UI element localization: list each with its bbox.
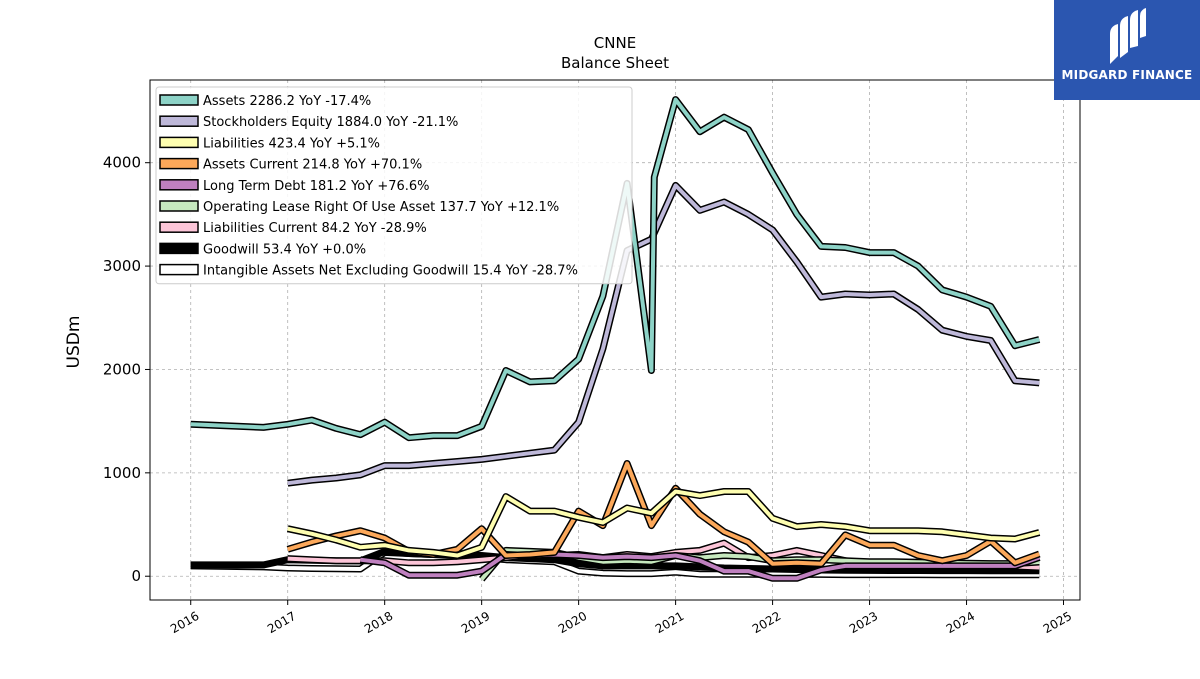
plot-frame — [149, 79, 1081, 601]
legend-label: Intangible Assets Net Excluding Goodwill… — [203, 264, 578, 279]
legend-entry: Liabilities 423.4 YoY +5.1% — [159, 136, 380, 151]
y-tick-label: 1000 — [103, 464, 141, 482]
legend-entry: Intangible Assets Net Excluding Goodwill… — [159, 263, 578, 279]
series-goodwill — [190, 547, 1040, 575]
legend-entry: Stockholders Equity 1884.0 YoY -21.1% — [159, 115, 458, 130]
legend-swatch — [159, 179, 199, 191]
series-line — [360, 552, 1040, 581]
legend: Assets 2286.2 YoY -17.4% Stockholders Equ… — [155, 86, 633, 285]
legend-entry: Liabilities Current 84.2 YoY -28.9% — [159, 221, 427, 236]
legend-label: Assets Current 214.8 YoY +70.1% — [203, 158, 422, 173]
series-liabilities — [286, 488, 1041, 559]
legend-label: Assets 2286.2 YoY -17.4% — [203, 94, 371, 109]
y-tick-label: 4000 — [103, 154, 141, 172]
legend-label: Liabilities Current 84.2 YoY -28.9% — [203, 221, 427, 236]
x-tick-label: 2019 — [459, 609, 492, 636]
x-tick-label: 2022 — [750, 609, 783, 636]
y-axis-label: USDm — [64, 316, 84, 369]
legend-swatch — [159, 136, 199, 149]
legend-entry: Assets Current 214.8 YoY +70.1% — [159, 157, 422, 173]
legend-swatch — [159, 157, 199, 170]
legend-entry: Assets 2286.2 YoY -17.4% — [159, 94, 371, 109]
y-tick-label: 3000 — [103, 257, 141, 275]
y-tick-label: 2000 — [103, 360, 141, 378]
legend-swatch — [159, 263, 199, 276]
legend-swatch — [159, 221, 199, 233]
series-line — [287, 489, 1040, 558]
series-lines — [190, 96, 1041, 582]
x-tick-label: 2017 — [265, 609, 298, 636]
legend-swatch — [159, 94, 199, 106]
series-assets — [190, 96, 1041, 442]
x-tick-label: 2023 — [847, 609, 880, 636]
legend-label: Stockholders Equity 1884.0 YoY -21.1% — [203, 115, 458, 130]
midgard-logo-icon — [1110, 8, 1146, 64]
x-tick-label: 2024 — [944, 609, 977, 636]
series-stockholders-equity — [287, 181, 1040, 487]
y-tick-label: 0 — [131, 567, 141, 585]
chart-title: CNNE — [594, 34, 636, 52]
series-line — [190, 549, 1040, 573]
legend-label: Operating Lease Right Of Use Asset 137.7… — [203, 200, 559, 215]
x-tick-label: 2018 — [362, 609, 395, 636]
chart-subtitle: Balance Sheet — [561, 54, 669, 72]
legend-entry: Long Term Debt 181.2 YoY +76.6% — [159, 179, 430, 194]
legend-label: Goodwill 53.4 YoY +0.0% — [203, 242, 366, 257]
series-long-term-debt — [359, 551, 1041, 582]
legend-swatch — [159, 200, 199, 212]
x-tick-label: 2021 — [653, 609, 686, 636]
legend-box — [155, 86, 633, 285]
brand-name: MIDGARD FINANCE — [1061, 68, 1193, 82]
legend-label: Liabilities 423.4 YoY +5.1% — [203, 136, 380, 151]
x-tick-label: 2016 — [168, 609, 201, 636]
series-line — [287, 183, 1040, 486]
legend-swatch — [159, 115, 199, 127]
brand-banner: MIDGARD FINANCE — [1054, 0, 1200, 100]
x-tick-label: 2025 — [1041, 609, 1074, 636]
series-line — [190, 97, 1040, 440]
legend-entry: Goodwill 53.4 YoY +0.0% — [159, 242, 366, 257]
legend-swatch — [159, 242, 199, 255]
legend-label: Long Term Debt 181.2 YoY +76.6% — [203, 179, 430, 194]
legend-entry: Operating Lease Right Of Use Asset 137.7… — [159, 200, 559, 215]
x-tick-label: 2020 — [556, 609, 589, 636]
